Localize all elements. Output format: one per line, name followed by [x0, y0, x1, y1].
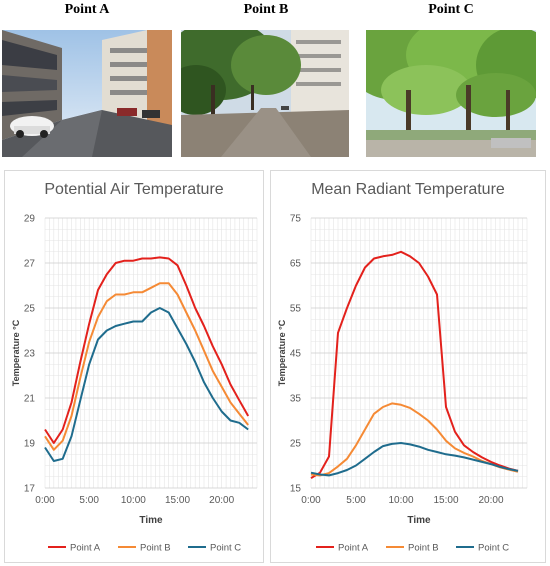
y-axis-label: Temperature °C — [11, 319, 21, 386]
y-tick-label: 27 — [24, 259, 36, 270]
x-tick-label: 5:00 — [346, 495, 366, 506]
chart-air-temperature: 17 19 21 23 25 27 29 0:00 5:00 10:00 15:00 20:00 Tim… — [11, 214, 258, 554]
legend-label: Point A — [338, 543, 369, 554]
y-tick-label: 75 — [290, 214, 302, 225]
legend-label: Point C — [210, 543, 241, 554]
y-tick-label: 45 — [290, 349, 302, 360]
x-tick-label: 0:00 — [35, 495, 55, 506]
y-tick-label: 15 — [290, 484, 302, 495]
legend-label: Point B — [408, 543, 439, 554]
y-tick-label: 19 — [24, 439, 36, 450]
y-tick-label: 55 — [290, 304, 302, 315]
series-line-point-b — [44, 282, 249, 451]
y-tick-label: 35 — [290, 394, 302, 405]
x-tick-label: 15:00 — [165, 495, 190, 506]
photo-point-c — [366, 30, 536, 157]
legend-item: Point C — [188, 543, 241, 554]
photo-label-point-a: Point A — [64, 2, 110, 17]
series-line-point-a — [310, 250, 519, 479]
legend-label: Point B — [140, 543, 171, 554]
chart-title: Mean Radiant Temperature — [311, 181, 505, 198]
photo-label-point-c: Point C — [428, 2, 474, 17]
legend-label: Point A — [70, 543, 101, 554]
x-axis-label: Time — [139, 515, 163, 526]
x-tick-label: 10:00 — [121, 495, 146, 506]
y-tick-label: 25 — [24, 304, 36, 315]
chart-panel-radiant-temperature: Mean Radiant Temperature 15 25 35 45 55 65 75 0… — [270, 170, 546, 563]
x-tick-label: 10:00 — [388, 495, 413, 506]
x-axis-label: Time — [407, 515, 431, 526]
legend-item: Point B — [118, 543, 171, 554]
y-tick-label: 21 — [24, 394, 36, 405]
legend-item: Point A — [48, 543, 101, 554]
y-tick-label: 17 — [24, 484, 36, 495]
x-tick-label: 5:00 — [79, 495, 99, 506]
x-tick-label: 20:00 — [478, 495, 503, 506]
chart-radiant-temperature: 15 25 35 45 55 65 75 0:00 5:00 10:00 15:00 20:00 Tim… — [277, 214, 528, 554]
y-axis-label: Temperature °C — [277, 319, 287, 386]
photo-label-point-b: Point B — [243, 2, 289, 17]
chart-panel-air-temperature: Potential Air Temperature 17 19 21 23 25 27 29… — [4, 170, 264, 563]
grid — [44, 217, 258, 489]
legend-item: Point C — [456, 543, 509, 554]
y-tick-label: 25 — [290, 439, 302, 450]
photo-point-b — [181, 30, 349, 157]
x-tick-label: 20:00 — [209, 495, 234, 506]
x-tick-label: 0:00 — [301, 495, 321, 506]
series-line-point-a — [44, 256, 250, 444]
y-tick-label: 65 — [290, 259, 302, 270]
y-tick-label: 23 — [24, 349, 36, 360]
legend-item: Point A — [316, 543, 369, 554]
legend-item: Point B — [386, 543, 439, 554]
x-tick-label: 15:00 — [433, 495, 458, 506]
series-line-point-c — [44, 307, 249, 462]
chart-title: Potential Air Temperature — [44, 181, 224, 198]
photo-point-a — [2, 30, 172, 157]
grid — [310, 217, 528, 489]
legend-label: Point C — [478, 543, 509, 554]
series-line-point-c — [310, 442, 519, 477]
y-tick-label: 29 — [24, 214, 36, 225]
